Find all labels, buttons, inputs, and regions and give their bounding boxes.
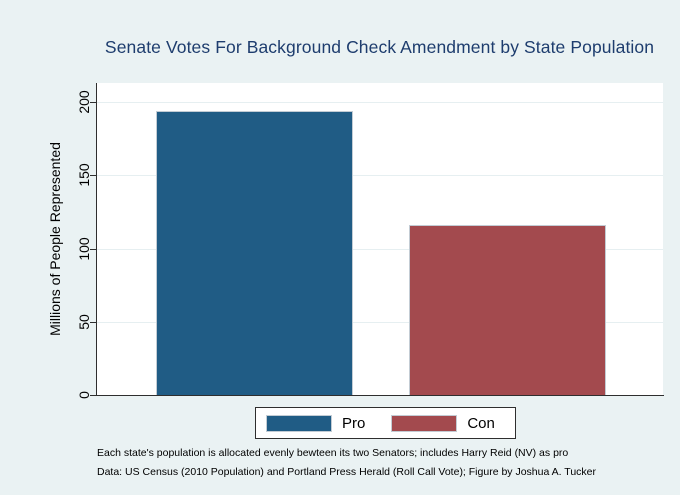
plot-area: [97, 83, 663, 395]
legend-label-pro: Pro: [342, 414, 366, 432]
legend-item-pro: Pro: [266, 414, 366, 432]
y-axis-tick-50: [90, 321, 97, 323]
y-axis-tick-200: [90, 102, 97, 104]
chart-title: Senate Votes For Background Check Amendm…: [104, 37, 655, 57]
y-tick-label-150: 150: [76, 163, 92, 187]
gridline-150: [97, 175, 663, 177]
legend-item-con: Con: [391, 414, 495, 432]
legend: Pro Con: [255, 407, 516, 439]
note-line-1: Each state's population is allocated eve…: [97, 447, 569, 459]
y-axis-line: [96, 83, 97, 396]
y-tick-label-200: 200: [76, 90, 92, 114]
y-axis-tick-0: [90, 395, 97, 396]
legend-swatch-con: [391, 414, 458, 432]
bar-con: [409, 225, 606, 395]
y-axis-title: Millions of People Represented: [47, 142, 63, 336]
note-line-2: Data: US Census (2010 Population) and Po…: [97, 466, 597, 478]
bar-pro: [156, 110, 353, 395]
y-axis-tick-150: [90, 175, 97, 177]
gridline-100: [97, 248, 663, 250]
legend-label-con: Con: [467, 414, 495, 432]
y-tick-label-50: 50: [76, 313, 92, 330]
y-tick-label-100: 100: [76, 236, 92, 261]
gridline-200: [97, 102, 663, 104]
gridline-50: [97, 321, 663, 323]
y-axis-tick-100: [90, 248, 97, 250]
x-axis-line: [96, 395, 664, 396]
y-tick-label-0: 0: [76, 391, 92, 399]
legend-swatch-pro: [266, 414, 332, 432]
